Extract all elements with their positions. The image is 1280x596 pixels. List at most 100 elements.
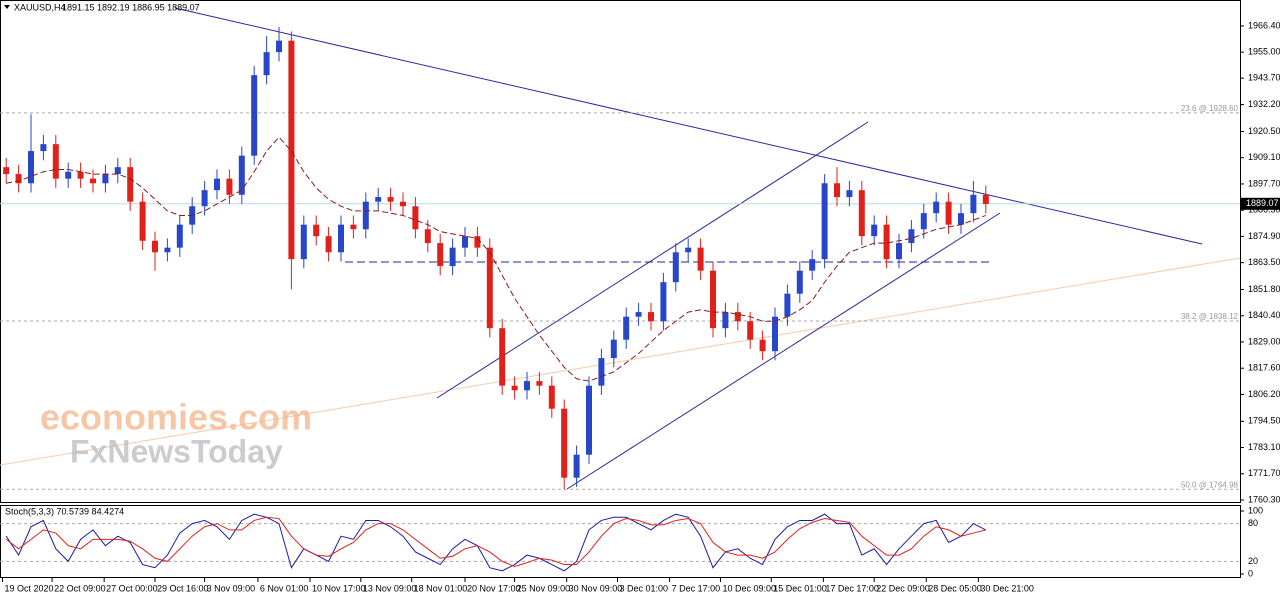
resistance-line	[174, 7, 1203, 245]
candle-body	[164, 247, 171, 253]
candle-body	[15, 174, 22, 184]
candle-body	[809, 259, 816, 271]
candle-body	[65, 171, 72, 179]
main-panel	[0, 0, 1241, 503]
candle-body	[722, 312, 729, 329]
x-tick-label: 20 Nov 17:00	[467, 583, 521, 593]
candle-body	[90, 178, 96, 184]
candle-body	[176, 224, 183, 248]
x-tick-label: 6 Nov 01:00	[260, 583, 309, 593]
x-tick-label: 15 Dec 01:00	[773, 583, 827, 593]
candle-body	[276, 40, 282, 53]
candle-body	[362, 201, 369, 230]
x-tick-label: 25 Nov 09:00	[517, 583, 571, 593]
y-tick-label: 1874.90	[1248, 231, 1280, 241]
y-tick-label: 1863.50	[1248, 257, 1280, 267]
y-tick-label: 1794.50	[1248, 416, 1280, 426]
candle-body	[697, 247, 704, 271]
y-tick-label: 1966.40	[1248, 20, 1280, 30]
y-tick-label: 0	[1248, 568, 1253, 578]
candle-body	[920, 213, 927, 230]
candle-body	[796, 270, 803, 294]
trend-line	[0, 257, 1241, 466]
candle-body	[387, 197, 394, 202]
moving-average	[6, 136, 986, 382]
channel-upper	[436, 121, 869, 399]
candle-body	[573, 454, 580, 478]
candle-body	[772, 316, 778, 352]
stoch-title: Stoch(5,3,3) 70.5739 84.4274	[5, 506, 124, 516]
y-tick-label: 1806.20	[1248, 389, 1280, 399]
stoch-line	[5, 516, 986, 567]
candle-body	[375, 197, 382, 202]
candle-body	[313, 224, 320, 237]
candle-body	[561, 408, 568, 478]
fib-label: 38.2 @ 1838.12	[1181, 312, 1239, 321]
candle-body	[462, 236, 468, 248]
candle-body	[338, 224, 344, 253]
candle-body	[970, 194, 977, 214]
symbol: XAUUSD,H4	[14, 2, 66, 12]
candle-body	[77, 171, 84, 179]
x-tick-label: 27 Oct 00:00	[106, 583, 158, 593]
fib-label: 23.6 @ 1928.60	[1181, 104, 1239, 113]
y-tick-label: 1932.20	[1248, 99, 1280, 109]
candle-body	[3, 167, 10, 175]
candle-body	[536, 381, 543, 386]
x-tick-label: 10 Dec 09:00	[722, 583, 776, 593]
candle-body	[759, 339, 766, 352]
candle-body	[325, 236, 332, 253]
candle-body	[251, 75, 258, 156]
candle-body	[449, 247, 456, 267]
candle-body	[524, 381, 530, 391]
x-tick-label: 30 Dec 21:00	[980, 583, 1034, 593]
y-tick-label: 1840.40	[1248, 310, 1280, 320]
y-tick-label: 1771.70	[1248, 468, 1280, 478]
candle-body	[214, 178, 220, 191]
x-tick-label: 29 Oct 16:00	[157, 583, 209, 593]
candle-body	[846, 190, 853, 198]
price-label: 1889.07	[1246, 198, 1279, 208]
candle-body	[486, 247, 493, 329]
candle-body	[52, 144, 59, 179]
candle-body	[784, 293, 791, 317]
candle-body	[300, 224, 307, 260]
candle-body	[201, 190, 208, 207]
x-tick-label: 22 Oct 09:00	[54, 583, 106, 593]
x-tick-label: 17 Dec 17:00	[825, 583, 879, 593]
y-tick-label: 80	[1248, 518, 1258, 528]
x-tick-label: 13 Nov 09:00	[363, 583, 417, 593]
price-box	[1240, 197, 1280, 210]
candle-body	[288, 40, 295, 260]
candle-body	[945, 201, 952, 225]
candle-body	[734, 312, 741, 322]
candle-body	[610, 339, 617, 359]
candle-body	[896, 243, 902, 260]
fib-label: 50.0 @ 1764.98	[1181, 480, 1239, 489]
y-tick-label: 1943.70	[1248, 73, 1280, 83]
x-tick-label: 3 Nov 09:00	[207, 583, 256, 593]
y-tick-label: 1829.00	[1248, 336, 1280, 346]
candle-body	[437, 243, 444, 267]
candle-body	[982, 194, 989, 204]
candle-body	[28, 151, 34, 184]
candle-body	[226, 178, 233, 195]
candle-body	[102, 174, 109, 184]
candle-body	[747, 321, 754, 340]
candle-body	[139, 201, 146, 241]
candle-body	[263, 52, 270, 76]
candle-body	[511, 385, 518, 391]
x-tick-label: 7 Dec 17:00	[672, 583, 721, 593]
y-tick-label: 1920.50	[1248, 126, 1280, 136]
candle-body	[238, 155, 245, 195]
candle-body	[400, 201, 406, 207]
watermark: economies.com	[40, 397, 312, 438]
candle-body	[648, 312, 654, 322]
y-tick-label: 20	[1248, 556, 1258, 566]
candle-body	[127, 167, 134, 202]
candle-body	[350, 224, 357, 230]
x-tick-label: 28 Dec 05:00	[928, 583, 982, 593]
ohlc: 1891.15 1892.19 1886.95 1889.07	[62, 2, 200, 12]
menu-arrow	[4, 5, 10, 9]
candle-body	[958, 213, 964, 225]
